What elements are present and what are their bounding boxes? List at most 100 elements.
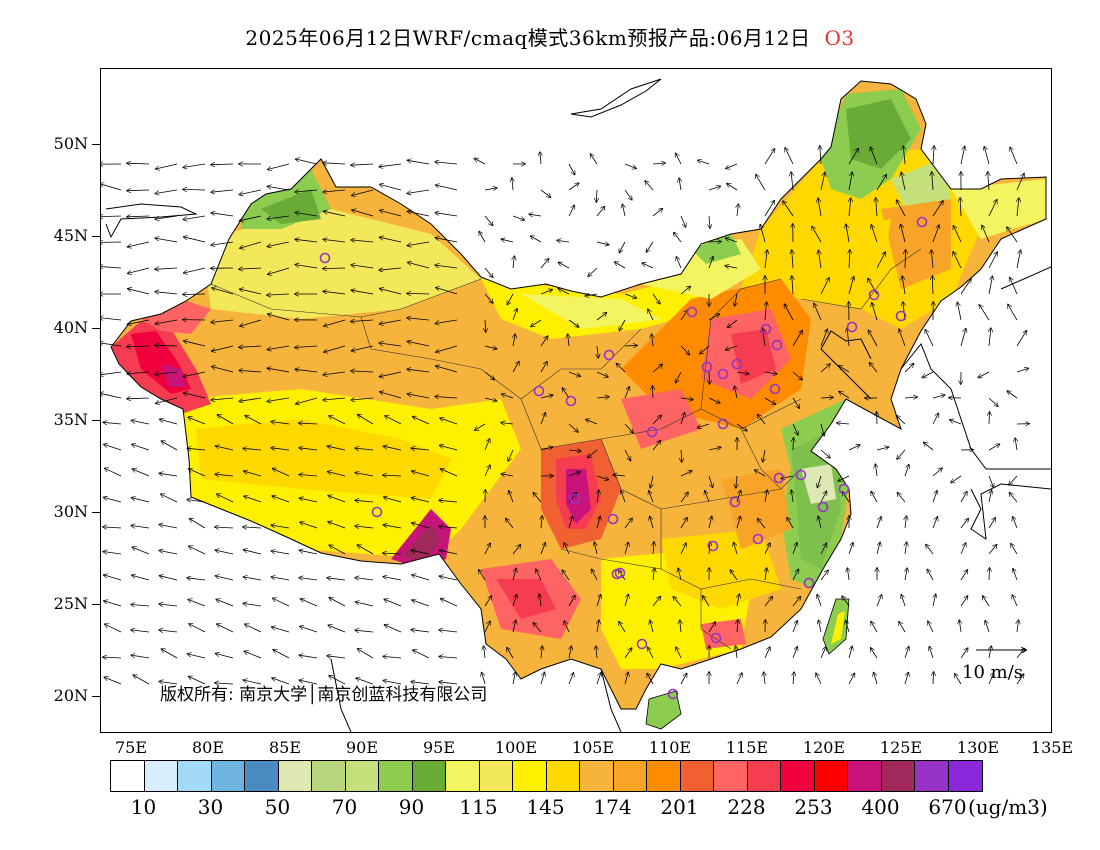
wind-arrow (726, 238, 738, 243)
wind-arrow (324, 345, 346, 352)
wind-arrow (848, 172, 852, 191)
wind-arrow (383, 553, 402, 554)
wind-arrow (187, 500, 206, 502)
wind-arrow (484, 543, 490, 555)
wind-arrow (989, 328, 991, 347)
wind-arrow (839, 391, 850, 399)
legend-swatch (245, 761, 279, 791)
station-marker (752, 533, 764, 545)
wind-arrow (295, 239, 318, 243)
wind-arrow (412, 575, 430, 581)
wind-arrow (901, 172, 906, 191)
wind-arrow (647, 674, 654, 685)
wind-arrow (351, 398, 374, 400)
legend-label: 400 (861, 795, 900, 819)
wind-arrow (212, 345, 234, 351)
wind-arrow (103, 657, 122, 658)
wind-arrow (131, 420, 150, 425)
wind-arrow (982, 225, 990, 243)
wind-arrow (960, 519, 968, 529)
station-marker (760, 323, 772, 335)
wind-arrow (413, 650, 430, 659)
wind-arrow (624, 423, 633, 433)
wind-arrow (957, 302, 962, 321)
wind-arrow (652, 364, 662, 373)
legend-swatch (647, 761, 681, 791)
wind-arrow (568, 163, 575, 175)
wind-arrow (540, 362, 547, 373)
wind-arrow (820, 146, 821, 165)
wind-arrow (758, 415, 766, 425)
wind-arrow (596, 242, 609, 245)
wind-arrow (596, 397, 609, 398)
wind-arrow (239, 268, 262, 269)
wind-arrow (960, 279, 971, 295)
station-marker (603, 349, 615, 361)
wind-arrow (568, 450, 581, 451)
station-marker (686, 306, 698, 318)
wind-arrow (328, 472, 346, 477)
wind-arrow (820, 449, 830, 458)
wind-arrow (708, 242, 721, 243)
wind-arrow (820, 278, 829, 295)
wind-arrow (960, 329, 966, 347)
lon-label-120e: 120E (802, 738, 846, 757)
wind-arrow (323, 190, 346, 192)
wind-arrow (356, 602, 374, 607)
wind-arrow (680, 620, 681, 633)
wind-arrow (596, 516, 600, 529)
wind-arrow (268, 314, 290, 321)
wind-arrow (597, 490, 599, 503)
wind-arrow (299, 578, 318, 580)
wind-arrow (927, 569, 934, 581)
station-marker (838, 483, 850, 495)
wind-arrow (155, 292, 178, 294)
wind-arrow (817, 475, 822, 487)
wind-arrow (351, 320, 374, 322)
copyright-text: 版权所有: 南京大学│南京创蓝科技有限公司 (160, 685, 488, 705)
wind-arrow (562, 570, 570, 581)
wind-arrow (380, 237, 402, 243)
wind-arrow (568, 205, 574, 217)
wind-arrow (820, 329, 827, 347)
legend-label: 145 (526, 795, 565, 819)
wind-arrow (820, 397, 833, 398)
wind-arrow (764, 201, 774, 217)
wind-arrow (484, 267, 493, 277)
wind-arrow (267, 368, 290, 373)
wind-arrow (764, 372, 777, 374)
wind-arrow (358, 415, 374, 425)
wind-arrow (127, 163, 150, 164)
wind-arrow (323, 268, 346, 269)
wind-arrow (928, 621, 934, 633)
wind-arrow (356, 678, 374, 685)
wind-arrow (299, 475, 318, 477)
wind-arrow (327, 446, 346, 451)
station-marker (636, 638, 648, 650)
wind-arrow (184, 393, 206, 399)
wind-arrow (960, 648, 968, 659)
wind-arrow (904, 397, 917, 398)
legend-swatch (948, 761, 982, 791)
wind-arrow (295, 346, 318, 348)
wind-arrow (541, 516, 542, 529)
wind-arrow (708, 622, 715, 633)
legend-swatch (446, 761, 480, 791)
wind-arrow (652, 441, 661, 451)
wind-arrow (407, 189, 430, 193)
wind-arrow (653, 568, 655, 581)
wind-arrow (820, 543, 826, 555)
wind-arrow (512, 178, 513, 191)
lon-label-105e: 105E (571, 738, 615, 757)
wind-arrow (215, 683, 234, 684)
wind-arrow (271, 577, 290, 581)
wind-arrow (105, 468, 122, 477)
wind-arrow (299, 680, 318, 685)
wind-arrow (379, 268, 402, 270)
wind-arrow (871, 648, 878, 659)
wind-arrow (876, 542, 880, 555)
wind-arrow (708, 257, 713, 269)
wind-arrow (155, 215, 178, 219)
legend-swatch (513, 761, 547, 791)
wind-arrow (736, 646, 737, 659)
